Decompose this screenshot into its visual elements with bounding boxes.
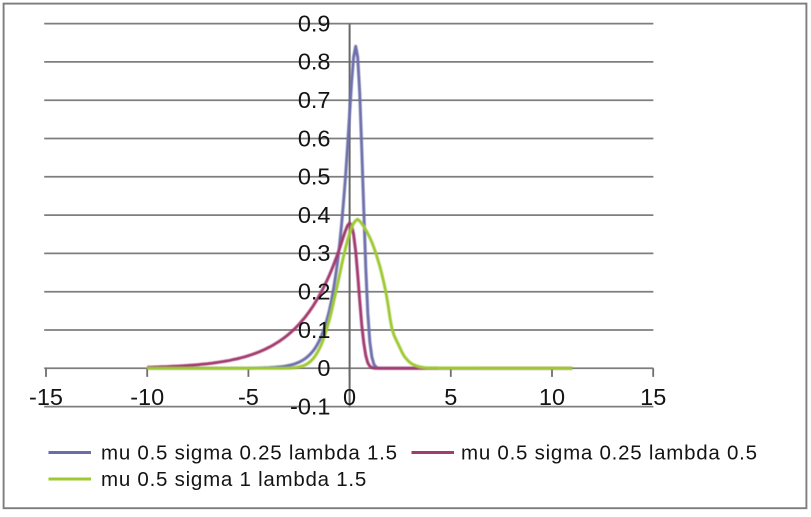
svg-text:-0.1: -0.1: [290, 393, 331, 419]
svg-text:15: 15: [640, 384, 666, 410]
svg-text:-15: -15: [29, 384, 63, 410]
svg-text:0.8: 0.8: [298, 49, 331, 75]
svg-text:mu 0.5 sigma 1 lambda 1.5: mu 0.5 sigma 1 lambda 1.5: [101, 468, 367, 491]
svg-text:0.6: 0.6: [298, 125, 331, 151]
svg-text:mu 0.5 sigma 0.25 lambda 1.5: mu 0.5 sigma 0.25 lambda 1.5: [101, 442, 398, 465]
svg-text:0: 0: [343, 384, 356, 410]
svg-text:0.5: 0.5: [298, 164, 331, 190]
svg-text:-5: -5: [238, 384, 259, 410]
svg-text:0.7: 0.7: [298, 87, 331, 113]
svg-text:0.1: 0.1: [298, 317, 331, 343]
svg-text:0.3: 0.3: [298, 240, 331, 266]
svg-text:0.9: 0.9: [298, 10, 331, 36]
svg-text:10: 10: [539, 384, 565, 410]
svg-text:-10: -10: [130, 384, 164, 410]
svg-text:0.2: 0.2: [298, 279, 331, 305]
svg-text:0: 0: [317, 355, 330, 381]
svg-text:0.4: 0.4: [298, 202, 331, 228]
svg-text:5: 5: [444, 384, 457, 410]
svg-text:mu 0.5 sigma 0.25 lambda 0.5: mu 0.5 sigma 0.25 lambda 0.5: [461, 442, 758, 465]
